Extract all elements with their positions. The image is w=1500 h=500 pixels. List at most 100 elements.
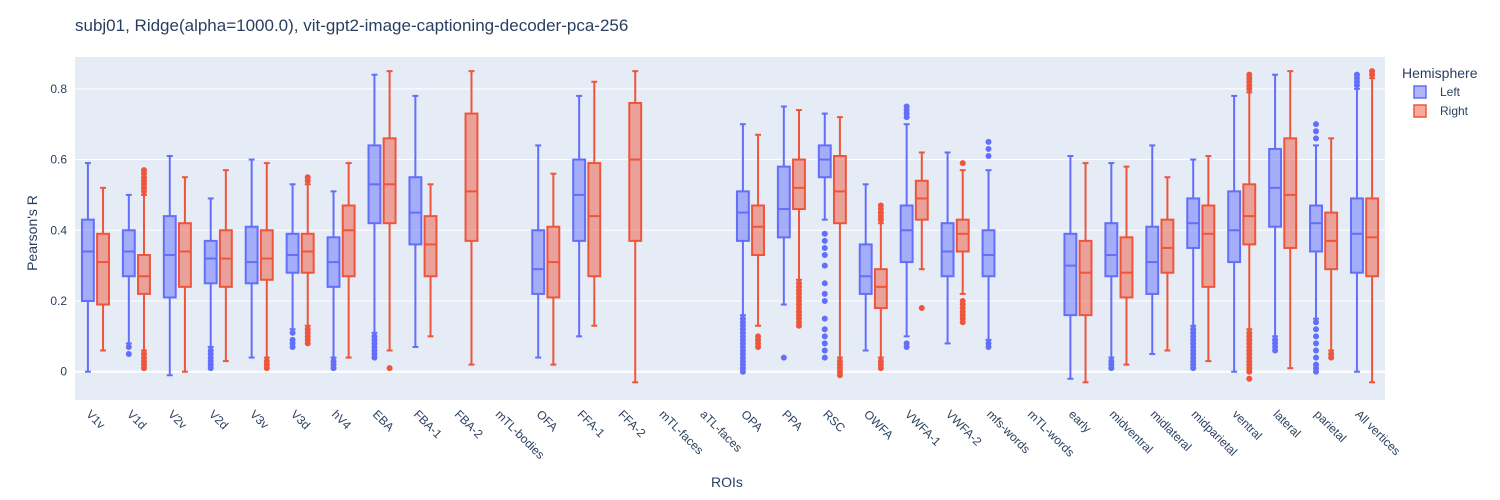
box-left-v2v[interactable] [162,155,177,377]
box-left-midventral[interactable] [1104,162,1119,372]
outlier-point [877,358,884,365]
legend-item-right[interactable]: Right [1413,104,1469,118]
box-left-eba[interactable] [367,73,382,361]
box-left-v3d[interactable] [285,183,300,350]
box-iqr [121,229,136,278]
box-right-midparietal[interactable] [1201,155,1216,363]
box-right-v1d[interactable] [137,167,151,372]
outlier-point [985,138,992,145]
box-right-ffa-2[interactable] [628,70,643,384]
box-right-owfa[interactable] [873,202,888,372]
box-right-v2d[interactable] [218,169,233,363]
outlier-point [289,329,296,336]
box-left-owfa[interactable] [858,183,873,352]
outlier-point [1313,361,1320,368]
box-right-ventral[interactable] [1242,71,1257,382]
box-iqr [1160,218,1175,274]
box-right-vwfa-2[interactable] [955,160,970,326]
box-iqr [899,204,914,264]
outlier-point [289,336,296,343]
outlier-point [1246,71,1253,78]
box-right-rsc[interactable] [832,116,847,379]
box-right-vwfa-1[interactable] [914,151,929,312]
box-iqr [817,144,832,179]
outlier-point [330,358,337,365]
outlier-point [1313,354,1320,361]
legend-swatch-right [1413,104,1427,118]
box-left-v1d[interactable] [121,193,136,358]
outlier-point [985,145,992,152]
box-left-ofa[interactable] [531,144,546,359]
legend-item-left[interactable]: Left [1413,85,1461,99]
outlier-point [304,174,311,181]
box-right-all-vertices[interactable] [1365,68,1380,384]
box-left-lateral[interactable] [1268,73,1283,354]
outlier-point [371,333,378,340]
box-right-v3v[interactable] [259,162,274,372]
box-iqr [1063,232,1078,317]
box-right-v3d[interactable] [300,174,315,347]
outlier-point [821,252,828,259]
box-iqr [341,204,356,278]
box-left-ffa-1[interactable] [572,94,587,338]
outlier-point [821,280,828,287]
box-iqr [464,112,479,242]
box-right-hv4[interactable] [341,162,356,359]
box-right-v1v[interactable] [96,186,110,352]
box-left-mfs-words[interactable] [981,138,996,350]
box-left-parietal[interactable] [1309,121,1323,375]
box-left-hv4[interactable] [326,190,341,372]
box-right-v2v[interactable] [177,176,192,373]
outlier-point [821,262,828,269]
outlier-point [959,160,966,167]
box-right-ppa[interactable] [792,109,806,329]
x-axis-label: ROIs [711,474,743,490]
outlier-point [386,365,393,372]
box-left-v2d[interactable] [203,197,218,372]
box-iqr [203,239,218,285]
outlier-point [304,326,311,333]
box-left-ppa[interactable] [776,105,791,361]
box-left-vwfa-2[interactable] [940,151,955,345]
outlier-point [739,315,746,322]
outlier-point [140,167,147,174]
box-right-opa[interactable] [751,133,765,350]
y-tick-label: 0.6 [50,153,67,167]
box-left-midparietal[interactable] [1186,158,1201,372]
box-iqr [1201,204,1216,288]
box-left-ventral[interactable] [1227,94,1242,373]
series-left [80,71,1364,380]
outlier-point [125,351,132,358]
box-right-fba-1[interactable] [423,183,438,338]
box-left-all-vertices[interactable] [1350,71,1364,373]
box-left-early[interactable] [1063,155,1078,380]
box-iqr [1227,190,1242,264]
box-right-lateral[interactable] [1283,70,1298,370]
box-iqr [792,158,806,211]
box-right-ofa[interactable] [546,172,561,366]
box-right-parietal[interactable] [1324,137,1339,361]
box-iqr [531,229,546,295]
box-right-eba[interactable] [382,70,397,372]
outlier-point [1353,71,1360,78]
box-left-rsc[interactable] [817,112,832,361]
outlier-point [1313,135,1320,142]
box-left-fba-1[interactable] [408,94,423,348]
box-left-opa[interactable] [735,123,750,375]
box-right-fba-2[interactable] [464,70,479,366]
box-iqr [259,229,274,281]
box-left-v1v[interactable] [80,162,95,373]
box-right-ffa-1[interactable] [587,80,602,327]
box-iqr [751,204,765,257]
outlier-point [755,333,762,340]
box-left-v3v[interactable] [244,158,259,359]
box-right-midventral[interactable] [1119,165,1134,366]
box-right-midlateral[interactable] [1160,176,1175,352]
outlier-point [1369,68,1376,75]
box-right-early[interactable] [1078,162,1093,384]
y-tick-label: 0 [60,365,67,379]
box-left-midlateral[interactable] [1145,144,1160,356]
box-iqr [628,101,643,242]
chart-title: subj01, Ridge(alpha=1000.0), vit-gpt2-im… [75,16,628,35]
box-left-vwfa-1[interactable] [899,103,914,350]
